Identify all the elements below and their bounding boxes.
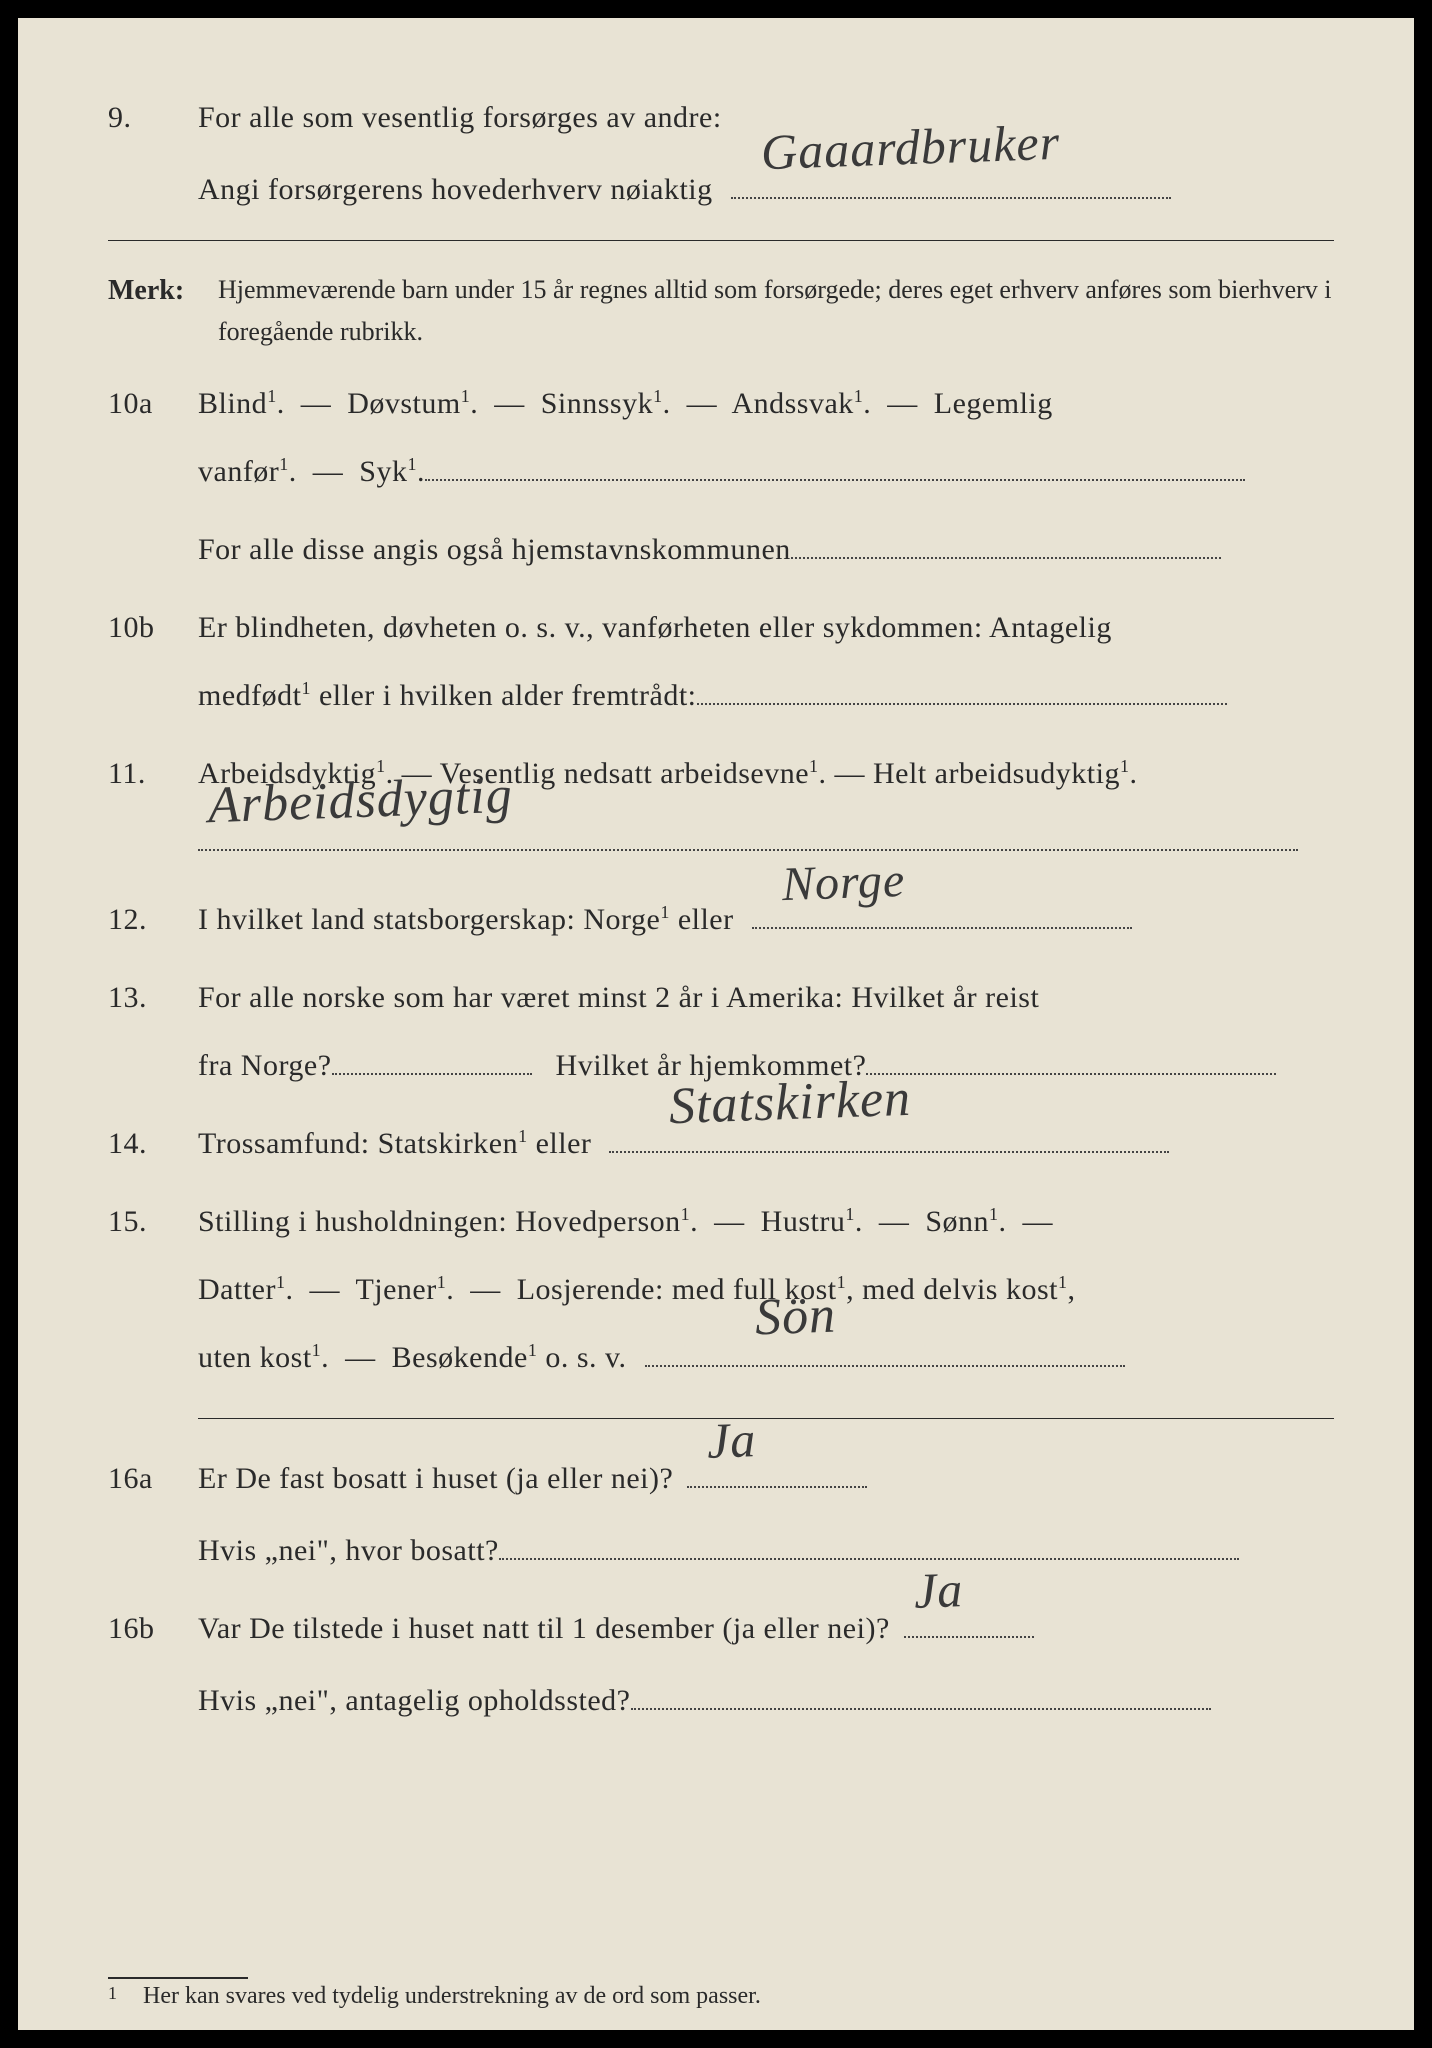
q13-number: 13. (108, 969, 198, 1026)
q11-answer: Arbeidsdygtig (206, 744, 514, 859)
form-page: 9. For alle som vesentlig forsørges av a… (18, 18, 1414, 2030)
q10b-row2: medfødt1 eller i hvilken alder fremtrådt… (108, 666, 1334, 726)
q15-row2: Datter1. — Tjener1. — Losjerende: med fu… (108, 1260, 1334, 1320)
q10a-row2: vanfør1. — Syk1. (108, 442, 1334, 502)
q10a-text2: vanfør1. — Syk1. (198, 442, 1334, 502)
q15-number: 15. (108, 1193, 198, 1250)
q11-row2: Arbeidsdygtig (108, 812, 1334, 872)
q16b-answer: Ja (912, 1539, 965, 1641)
q16a-answer: Ja (706, 1389, 759, 1491)
q10b-number: 10b (108, 599, 198, 656)
q14-text: Trossamfund: Statskirken1 eller Statskir… (198, 1114, 1334, 1174)
divider-1 (108, 240, 1334, 241)
divider-2 (198, 1418, 1334, 1419)
footnote-rule (108, 1977, 248, 1979)
q16b-text2: Hvis „nei", antagelig opholdssted? (198, 1671, 1334, 1731)
q11-number: 11. (108, 745, 198, 802)
q9-number: 9. (108, 89, 198, 146)
q9-row2: Angi forsørgerens hovederhverv nøiaktig … (108, 160, 1334, 220)
q16a-number: 16a (108, 1450, 198, 1507)
q12-number: 12. (108, 891, 198, 948)
q16a-row2: Hvis „nei", hvor bosatt? (108, 1521, 1334, 1581)
q12-answer-line: Norge (752, 927, 1132, 929)
q12-text: I hvilket land statsborgerskap: Norge1 e… (198, 890, 1334, 950)
q16b-row1: 16b Var De tilstede i huset natt til 1 d… (108, 1599, 1334, 1659)
q15-row3: uten kost1. — Besøkende1 o. s. v. Sön (108, 1328, 1334, 1388)
q12-answer: Norge (780, 833, 906, 933)
q10b-text2: medfødt1 eller i hvilken alder fremtrådt… (198, 666, 1334, 726)
footnote-number: 1 (108, 1983, 117, 2003)
q15-text1: Stilling i husholdningen: Hovedperson1. … (198, 1192, 1334, 1252)
q9-answer: Gaaardbruker (759, 92, 1061, 202)
q10a-number: 10a (108, 375, 198, 432)
q16b-row2: Hvis „nei", antagelig opholdssted? (108, 1671, 1334, 1731)
q16a-answer-line: Ja (687, 1486, 867, 1488)
q16b-number: 16b (108, 1600, 198, 1657)
q14-number: 14. (108, 1115, 198, 1172)
q13-text1: For alle norske som har været minst 2 år… (198, 968, 1334, 1028)
footnote: 1 Her kan svares ved tydelig understrekn… (108, 1977, 761, 2010)
q11-answer-line: Arbeidsdygtig (198, 849, 1298, 851)
q15-answer: Sön (753, 1264, 838, 1371)
q16a-text2: Hvis „nei", hvor bosatt? (198, 1521, 1334, 1581)
q10a-text1: Blind1. — Døvstum1. — Sinnssyk1. — Andss… (198, 374, 1334, 434)
q16b-answer-line: Ja (904, 1636, 1034, 1638)
q14-answer-line: Statskirken (609, 1151, 1169, 1153)
q12-row: 12. I hvilket land statsborgerskap: Norg… (108, 890, 1334, 950)
q10a-row1: 10a Blind1. — Døvstum1. — Sinnssyk1. — A… (108, 374, 1334, 434)
q10a-text3: For alle disse angis også hjemstavnskomm… (198, 520, 1334, 580)
q16b-text1: Var De tilstede i huset natt til 1 desem… (198, 1599, 1334, 1659)
merk-text: Hjemmeværende barn under 15 år regnes al… (218, 269, 1334, 352)
merk-label: Merk: (108, 269, 218, 352)
q10b-row1: 10b Er blindheten, døvheten o. s. v., va… (108, 598, 1334, 658)
q9-text2: Angi forsørgerens hovederhverv nøiaktig … (198, 160, 1334, 220)
q10a-row3: For alle disse angis også hjemstavnskomm… (108, 520, 1334, 580)
q9-row1: 9. For alle som vesentlig forsørges av a… (108, 88, 1334, 148)
q15-text3: uten kost1. — Besøkende1 o. s. v. Sön (198, 1328, 1334, 1388)
q15-row1: 15. Stilling i husholdningen: Hovedperso… (108, 1192, 1334, 1252)
q15-answer-line: Sön (645, 1365, 1125, 1367)
q16a-text1: Er De fast bosatt i huset (ja eller nei)… (198, 1449, 1334, 1509)
footnote-text: Her kan svares ved tydelig understreknin… (143, 1983, 761, 2009)
q10b-text1: Er blindheten, døvheten o. s. v., vanfør… (198, 598, 1334, 658)
q16a-row1: 16a Er De fast bosatt i huset (ja eller … (108, 1449, 1334, 1509)
q9-answer-line: Gaaardbruker (731, 197, 1171, 199)
merk-block: Merk: Hjemmeværende barn under 15 år reg… (108, 269, 1334, 352)
q14-answer: Statskirken (668, 1047, 914, 1159)
q14-row: 14. Trossamfund: Statskirken1 eller Stat… (108, 1114, 1334, 1174)
q13-row1: 13. For alle norske som har været minst … (108, 968, 1334, 1028)
